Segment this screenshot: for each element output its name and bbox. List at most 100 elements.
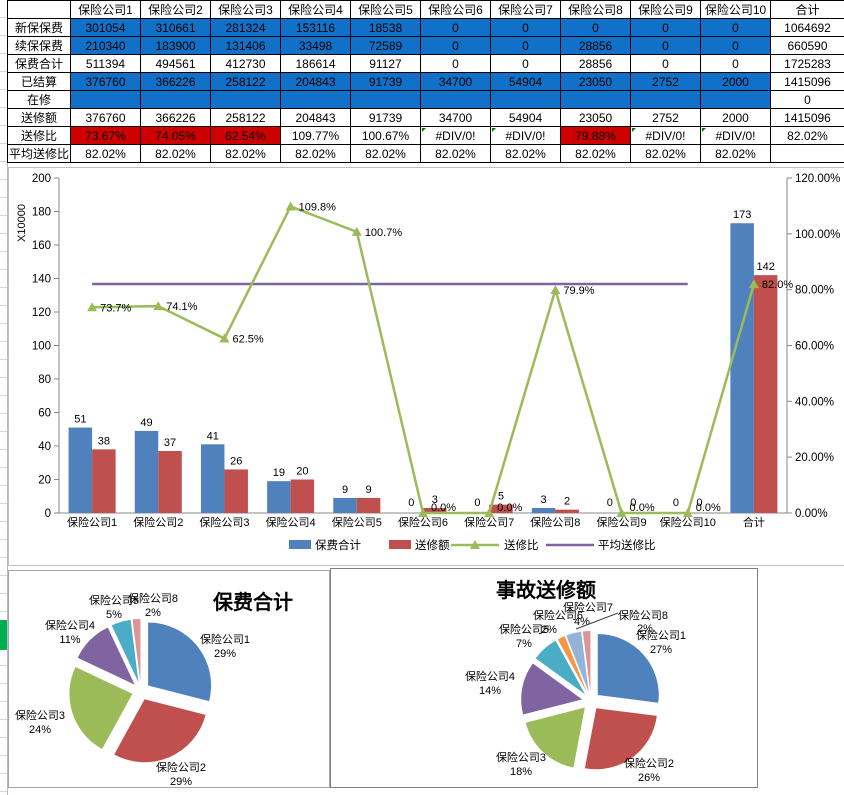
table-cell[interactable]: 153116: [280, 18, 351, 37]
column-header[interactable]: 保险公司2: [140, 0, 211, 19]
table-cell[interactable]: 412730: [210, 54, 281, 73]
row-label[interactable]: 在修: [7, 90, 71, 109]
table-cell[interactable]: 82.02%: [350, 144, 421, 163]
table-cell[interactable]: 204843: [280, 108, 351, 127]
pie-slice-保险公司2[interactable]: [584, 708, 657, 770]
table-cell[interactable]: [280, 90, 351, 109]
table-cell[interactable]: 0: [700, 18, 771, 37]
bar-送修额[interactable]: [158, 451, 182, 513]
table-cell[interactable]: 100.67%: [350, 126, 421, 145]
pie-slice-保险公司4[interactable]: [77, 627, 135, 685]
bar-保费合计[interactable]: [730, 223, 754, 513]
table-cell[interactable]: 2752: [630, 108, 701, 127]
table-cell[interactable]: 0: [700, 36, 771, 55]
table-cell[interactable]: 204843: [280, 72, 351, 91]
row-label[interactable]: 保费合计: [7, 54, 71, 73]
table-cell[interactable]: 82.02%: [700, 144, 771, 163]
row-label[interactable]: 新保保费: [7, 18, 71, 37]
pie-slice-保险公司2[interactable]: [114, 699, 206, 763]
table-cell[interactable]: 0: [420, 18, 491, 37]
bar-送修额[interactable]: [92, 449, 116, 513]
table-cell[interactable]: 210340: [70, 36, 141, 55]
table-cell[interactable]: 82.02%: [140, 144, 211, 163]
table-cell[interactable]: 82.02%: [770, 126, 844, 145]
column-header[interactable]: 保险公司8: [560, 0, 631, 19]
table-cell[interactable]: 82.02%: [630, 144, 701, 163]
legend-label[interactable]: 保费合计: [315, 538, 361, 552]
table-cell[interactable]: #DIV/0!: [630, 126, 701, 145]
table-cell[interactable]: 82.02%: [490, 144, 561, 163]
table-cell[interactable]: 131406: [210, 36, 281, 55]
table-cell[interactable]: [140, 90, 211, 109]
row-label[interactable]: 平均送修比: [7, 144, 71, 163]
table-cell[interactable]: 62.54%: [210, 126, 281, 145]
table-cell[interactable]: 73.67%: [70, 126, 141, 145]
legend-label[interactable]: 送修比: [504, 538, 539, 552]
pie-chart-accident-repair-amount[interactable]: 事故送修额 保险公司1 27% 保险公司2 26% 保险公司3 18% 保险公司4 14% 保险公…: [330, 568, 758, 788]
table-cell[interactable]: 511394: [70, 54, 141, 73]
pie-slice-保险公司6[interactable]: [557, 636, 588, 693]
table-cell[interactable]: 2752: [630, 72, 701, 91]
row-label[interactable]: 已结算: [7, 72, 71, 91]
bar-保费合计[interactable]: [134, 430, 159, 513]
table-cell[interactable]: [70, 90, 141, 109]
pie-slice-保险公司4[interactable]: [521, 663, 583, 715]
table-cell[interactable]: 82.02%: [210, 144, 281, 163]
column-header[interactable]: 保险公司9: [630, 0, 701, 19]
pie-slice-保险公司7[interactable]: [566, 631, 589, 693]
table-cell[interactable]: 281324: [210, 18, 281, 37]
bar-送修额[interactable]: [224, 469, 248, 513]
bar-送修额[interactable]: [290, 479, 315, 514]
table-cell[interactable]: 72589: [350, 36, 421, 55]
pie-slice-保险公司1[interactable]: [597, 634, 659, 703]
table-cell[interactable]: 82.02%: [280, 144, 351, 163]
table-cell[interactable]: 366226: [140, 108, 211, 127]
table-cell[interactable]: 258122: [210, 108, 281, 127]
pie-slice-保险公司8[interactable]: [582, 631, 591, 693]
table-cell[interactable]: 54904: [490, 108, 561, 127]
table-cell[interactable]: 0: [490, 54, 561, 73]
table-cell[interactable]: 660590: [770, 36, 844, 55]
table-cell[interactable]: 0: [700, 54, 771, 73]
bar-送修额[interactable]: [356, 497, 381, 513]
table-cell[interactable]: 0: [630, 36, 701, 55]
bar-保费合计[interactable]: [68, 427, 93, 513]
table-cell[interactable]: 109.77%: [280, 126, 351, 145]
table-cell[interactable]: #DIV/0!: [490, 126, 561, 145]
table-cell[interactable]: [770, 144, 844, 163]
table-cell[interactable]: 54904: [490, 72, 561, 91]
table-cell[interactable]: 28856: [560, 36, 631, 55]
pie-slice-保险公司1[interactable]: [148, 622, 212, 702]
table-cell[interactable]: 1064692: [770, 18, 844, 37]
table-cell[interactable]: 0: [420, 36, 491, 55]
table-cell[interactable]: 18538: [350, 18, 421, 37]
table-cell[interactable]: #DIV/0!: [420, 126, 491, 145]
column-header[interactable]: 保险公司7: [490, 0, 561, 19]
pie-slice-保险公司5[interactable]: [535, 640, 586, 695]
table-cell[interactable]: 28856: [560, 54, 631, 73]
table-cell[interactable]: 34700: [420, 72, 491, 91]
column-header[interactable]: 合计: [770, 0, 844, 19]
table-cell[interactable]: [700, 90, 771, 109]
legend-label[interactable]: 平均送修比: [598, 538, 656, 552]
bar-送修额[interactable]: [423, 507, 447, 513]
table-cell[interactable]: 74.05%: [140, 126, 211, 145]
table-cell[interactable]: 1415096: [770, 108, 844, 127]
table-cell[interactable]: 186614: [280, 54, 351, 73]
table-cell[interactable]: 301054: [70, 18, 141, 37]
table-cell[interactable]: [210, 90, 281, 109]
pie-slice-保险公司5[interactable]: [111, 619, 139, 683]
table-cell[interactable]: 310661: [140, 18, 211, 37]
table-cell[interactable]: 23050: [560, 108, 631, 127]
table-cell[interactable]: 2000: [700, 108, 771, 127]
column-header[interactable]: 保险公司5: [350, 0, 421, 19]
table-cell[interactable]: 82.02%: [70, 144, 141, 163]
corner-cell[interactable]: [7, 0, 71, 19]
table-cell[interactable]: 79.88%: [560, 126, 631, 145]
table-cell[interactable]: 0: [420, 54, 491, 73]
column-header[interactable]: 保险公司6: [420, 0, 491, 19]
table-cell[interactable]: 0: [770, 90, 844, 109]
bar-保费合计[interactable]: [531, 507, 556, 513]
column-header[interactable]: 保险公司4: [280, 0, 351, 19]
combo-chart-premium-vs-repair[interactable]: 0 20 40 60 80 100 120 140 160 180 200 0.00% 20.00% 40…: [8, 167, 844, 566]
